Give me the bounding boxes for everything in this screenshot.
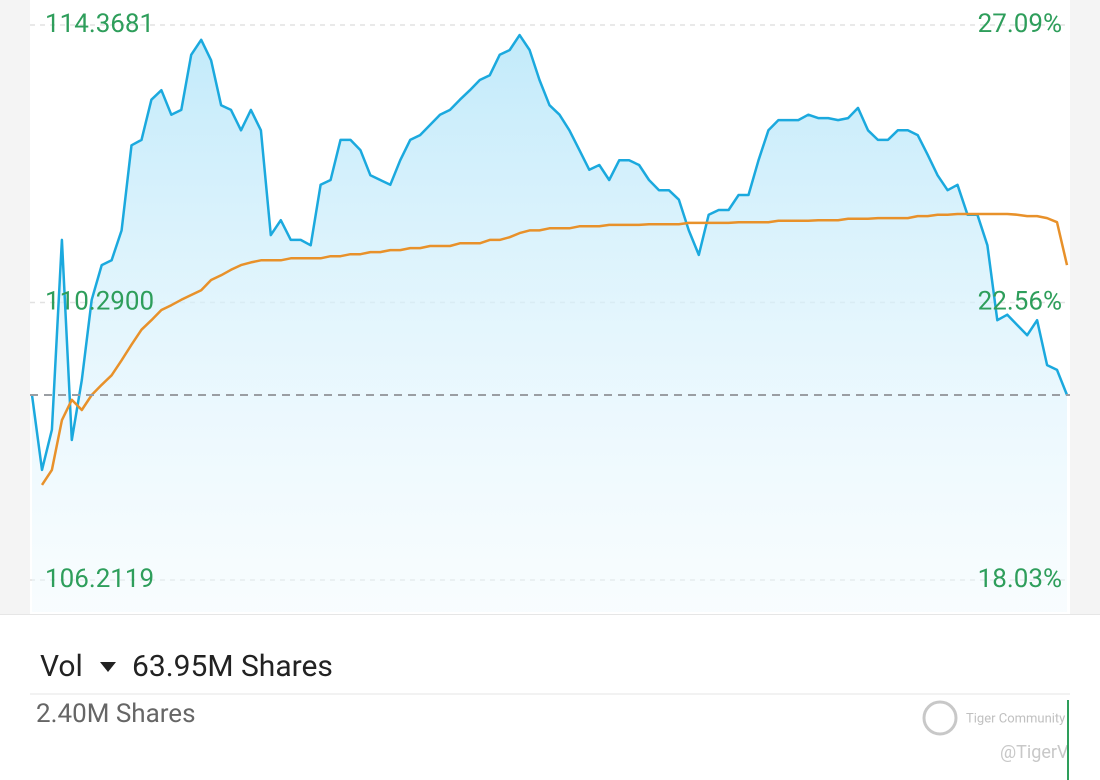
y2-tick-label: 27.09% (978, 9, 1062, 39)
vol-total: 63.95M Shares (132, 649, 333, 684)
watermark-handle: @TigerV (1000, 742, 1069, 763)
y-tick-label: 114.3681 (45, 9, 154, 39)
watermark-logo (922, 700, 958, 736)
watermark-brand: Tiger Community (966, 711, 1065, 726)
plot: 114.3681 110.2900 106.2119 27.09% 22.56% 18.0… (30, 9, 1070, 613)
vol-label[interactable]: Vol (40, 649, 83, 684)
y-tick-label: 110.2900 (45, 286, 154, 316)
average-line (40, 212, 1069, 486)
dropdown-arrow[interactable] (100, 662, 116, 672)
y-tick-label: 106.2119 (45, 564, 154, 594)
y2-tick-label: 22.56% (978, 286, 1062, 316)
price-line (30, 33, 1069, 472)
divider (0, 614, 1100, 615)
volume-background (0, 614, 1100, 780)
vol-scale-label: 2.40M Shares (36, 699, 196, 729)
area-fill (32, 35, 1067, 613)
y2-tick-label: 18.03% (978, 564, 1062, 594)
